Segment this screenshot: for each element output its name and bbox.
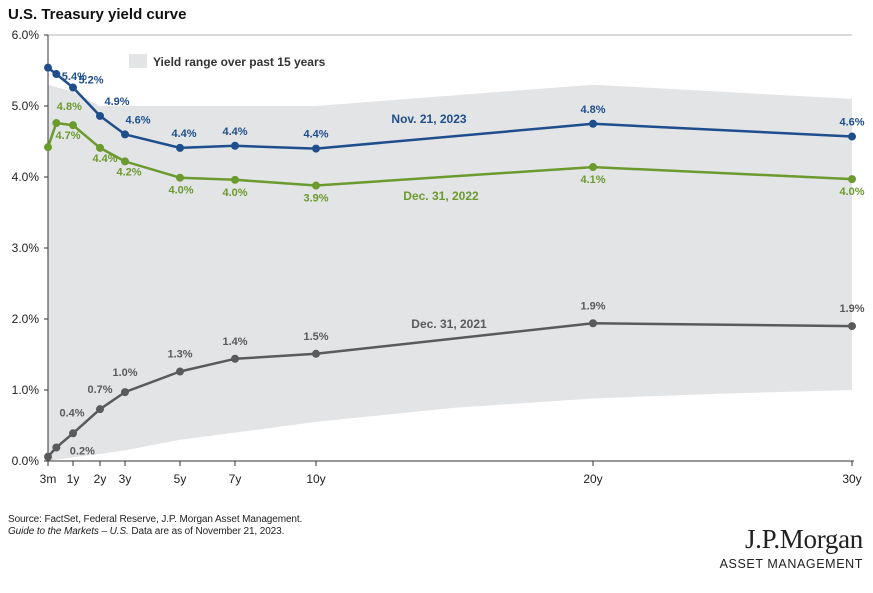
data-point-dec-2021	[96, 405, 104, 414]
guide-title: Guide to the Markets – U.S.	[8, 526, 129, 537]
data-label-dec-2022: 4.0%	[222, 187, 247, 199]
data-point-nov-2023	[121, 130, 129, 139]
data-point-dec-2021	[52, 443, 61, 452]
data-label-dec-2021: 0.7%	[87, 384, 112, 396]
data-label-dec-2021: 1.9%	[839, 303, 864, 315]
chart-title: U.S. Treasury yield curve	[8, 6, 187, 23]
data-label-nov-2023: 4.8%	[580, 104, 605, 116]
data-label-nov-2023: 4.4%	[222, 126, 247, 138]
data-point-nov-2023	[231, 141, 239, 150]
y-tick-label: 2.0%	[12, 312, 40, 326]
data-label-dec-2021: 1.9%	[580, 300, 605, 312]
brand-subtitle: ASSET MANAGEMENT	[719, 557, 863, 571]
data-point-dec-2021	[121, 388, 129, 397]
data-point-dec-2022	[96, 143, 104, 152]
x-tick-label: 7y	[229, 472, 242, 486]
y-tick-label: 4.0%	[12, 170, 40, 184]
source-note: Source: FactSet, Federal Reserve, J.P. M…	[8, 514, 302, 538]
x-tick-label: 5y	[174, 472, 187, 486]
data-label-nov-2023: 5.2%	[78, 75, 103, 87]
data-label-nov-2023: 5.4%	[62, 71, 87, 83]
data-label-dec-2021: 0.4%	[59, 407, 84, 419]
data-point-nov-2023	[96, 111, 104, 120]
data-label-nov-2023: 4.9%	[104, 96, 129, 108]
x-tick-label: 20y	[583, 472, 602, 486]
brand-name: J.P.Morgan	[744, 524, 863, 554]
data-point-dec-2022	[121, 157, 129, 166]
data-point-dec-2022	[52, 119, 61, 128]
data-point-dec-2022	[312, 181, 320, 190]
as-of-text: Data are as of November 21, 2023.	[128, 526, 285, 537]
data-label-dec-2022: 4.0%	[839, 186, 864, 198]
data-point-nov-2023	[44, 63, 52, 72]
data-point-dec-2021	[69, 429, 77, 438]
yield-curve-chart: 0.0% 1.0% 2.0% 3.0% 4.0% 5.0% 6.0% 3m 1y 2y 3y 5y 7y…	[12, 28, 865, 486]
data-point-nov-2023	[52, 70, 61, 79]
y-tick-label: 0.0%	[12, 454, 40, 468]
data-label-dec-2021: 1.3%	[167, 349, 192, 361]
data-point-dec-2021	[589, 319, 597, 328]
data-date-note: Guide to the Markets – U.S. Data are as …	[8, 526, 302, 538]
x-tick-label: 10y	[306, 472, 325, 486]
data-label-dec-2022: 4.1%	[580, 174, 605, 186]
data-point-dec-2021	[231, 354, 239, 363]
series-line-dec-2022	[46, 121, 853, 187]
data-point-nov-2023	[176, 143, 184, 152]
data-label-dec-2022: 4.7%	[55, 130, 80, 142]
source-text: Source: FactSet, Federal Reserve, J.P. M…	[8, 514, 303, 525]
data-label-dec-2022: 4.4%	[92, 153, 117, 165]
data-label-dec-2022: 4.2%	[116, 166, 141, 178]
jpmorgan-logo: J.P.Morgan ASSET MANAGEMENT	[719, 524, 864, 571]
data-label-dec-2022: 4.0%	[168, 185, 193, 197]
data-label-dec-2021: 0.2%	[70, 446, 95, 458]
data-label-dec-2021: 1.4%	[222, 336, 247, 348]
data-point-dec-2022	[44, 143, 52, 152]
data-point-dec-2022	[231, 175, 239, 184]
data-label-nov-2023: 4.6%	[125, 114, 150, 126]
legend-swatch	[129, 54, 147, 68]
data-label-dec-2022: 4.8%	[57, 101, 82, 113]
series-line-dec-2021	[47, 322, 853, 458]
x-tick-label: 2y	[94, 472, 107, 486]
data-point-dec-2021	[44, 452, 52, 461]
data-point-dec-2022	[176, 173, 184, 182]
x-tick-label: 3m	[40, 472, 57, 486]
data-point-dec-2022	[69, 121, 77, 130]
data-point-dec-2021	[312, 349, 320, 358]
data-point-nov-2023	[312, 144, 320, 153]
data-point-dec-2021	[176, 367, 184, 376]
data-label-dec-2022: 3.9%	[303, 193, 328, 205]
data-label-nov-2023: 4.6%	[839, 117, 864, 129]
yield-range-band	[48, 84, 852, 461]
data-point-dec-2022	[589, 163, 597, 172]
data-label-nov-2023: 4.4%	[303, 129, 328, 141]
data-label-dec-2021: 1.5%	[303, 331, 328, 343]
data-point-nov-2023	[69, 83, 77, 92]
y-tick-label: 3.0%	[12, 241, 40, 255]
y-tick-label: 6.0%	[12, 28, 40, 42]
x-tick-label: 1y	[67, 472, 80, 486]
data-point-dec-2021	[848, 322, 856, 331]
series-name-dec-2022: Dec. 31, 2022	[403, 189, 479, 203]
data-point-nov-2023	[589, 119, 597, 128]
series-name-dec-2021: Dec. 31, 2021	[411, 317, 487, 331]
series-name-nov-2023: Nov. 21, 2023	[391, 112, 466, 126]
x-tick-label: 30y	[842, 472, 861, 486]
y-tick-label: 5.0%	[12, 99, 40, 113]
x-tick-label: 3y	[119, 472, 132, 486]
series-line-nov-2023	[47, 66, 853, 150]
data-label-nov-2023: 4.4%	[171, 128, 196, 140]
legend-label: Yield range over past 15 years	[153, 55, 326, 69]
data-point-dec-2022	[848, 175, 856, 184]
data-label-dec-2021: 1.0%	[112, 367, 137, 379]
data-point-nov-2023	[848, 132, 856, 141]
y-tick-label: 1.0%	[12, 383, 40, 397]
